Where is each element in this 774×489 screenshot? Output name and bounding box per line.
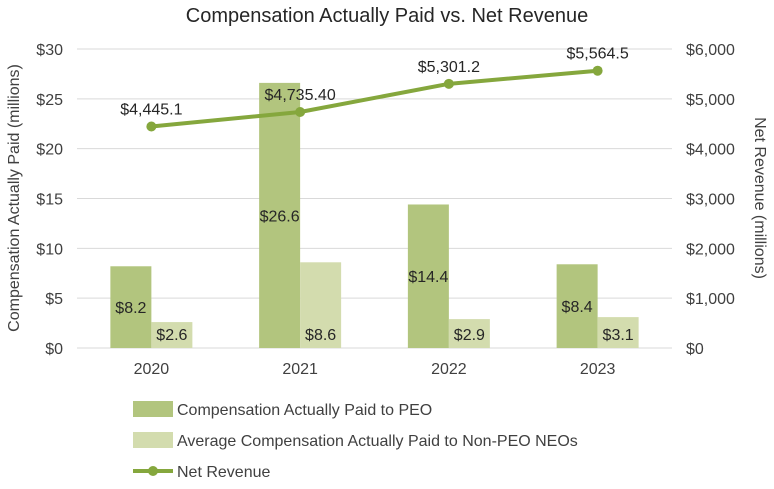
- bar: [597, 317, 639, 348]
- y-right-tick-label: $3,000: [686, 192, 735, 209]
- line-data-label: $4,445.1: [120, 101, 182, 118]
- bar: [151, 322, 193, 348]
- legend-marker: [148, 466, 158, 476]
- bar: [556, 264, 598, 348]
- line-point: [295, 107, 306, 118]
- bar-data-label: $8.2: [115, 300, 146, 317]
- bar-data-label: $14.4: [408, 269, 448, 286]
- bar: [407, 204, 449, 348]
- bar-data-label: $2.9: [454, 327, 485, 344]
- x-tick-label: 2020: [134, 361, 170, 378]
- y-right-tick-label: $5,000: [686, 92, 735, 109]
- line-data-label: $4,735.40: [265, 87, 336, 104]
- bar: [259, 82, 301, 349]
- legend-label: Average Compensation Actually Paid to No…: [177, 433, 578, 450]
- bar: [110, 266, 152, 348]
- data-labels: $8.2 $26.6 $14.4 $8.4 $2.6 $8.6 $2.9 $3.1 $4,445…: [115, 46, 633, 344]
- y-right-tick-label: $0: [686, 341, 704, 358]
- y-right-tick-label: $1,000: [686, 291, 735, 308]
- bar-data-label: $2.6: [156, 327, 187, 344]
- y-left-tick-label: $30: [36, 42, 63, 59]
- bar-data-label: $8.4: [562, 299, 593, 316]
- y-right-tick-label: $4,000: [686, 142, 735, 159]
- x-tick-label: 2021: [282, 361, 318, 378]
- line-point: [443, 78, 454, 89]
- line-path: [151, 68, 598, 129]
- y-right-tick-label: $2,000: [686, 241, 735, 258]
- chart-title: Compensation Actually Paid vs. Net Reven…: [186, 5, 588, 27]
- y-left-tick-label: $0: [45, 341, 63, 358]
- line-point: [146, 121, 157, 132]
- line-data-label: $5,301.2: [418, 59, 480, 76]
- y-left-tick-label: $5: [45, 291, 63, 308]
- net-revenue-line: [146, 65, 603, 132]
- y-left-tick-label: $25: [36, 92, 63, 109]
- bar: [448, 319, 490, 348]
- bar-data-label: $8.6: [305, 327, 336, 344]
- x-tick-label: 2023: [580, 361, 616, 378]
- legend-label: Compensation Actually Paid to PEO: [177, 402, 432, 419]
- y-axis-left-label: Compensation Actually Paid (millions): [6, 64, 23, 332]
- bar-data-label: $3.1: [603, 327, 634, 344]
- bars: [110, 82, 639, 349]
- y-left-tick-label: $15: [36, 192, 63, 209]
- legend-swatch: [133, 401, 173, 417]
- legend-swatch: [133, 432, 173, 448]
- bar: [300, 262, 342, 348]
- bar-data-label: $26.6: [260, 208, 300, 225]
- y-right-tick-label: $6,000: [686, 42, 735, 59]
- y-axis-right-label: Net Revenue (millions): [751, 117, 768, 279]
- y-left-tick-label: $10: [36, 241, 63, 258]
- line-point: [592, 65, 603, 76]
- x-tick-label: 2022: [431, 361, 467, 378]
- y-left-tick-label: $20: [36, 142, 63, 159]
- axis-ticks: $0 $5 $10 $15 $20 $25 $30 $0 $1,000 $2,000 $3,000 $…: [36, 42, 735, 378]
- legend: Compensation Actually Paid to PEO Average…: [133, 401, 578, 481]
- line-data-label: $5,564.5: [566, 46, 628, 63]
- legend-label: Net Revenue: [177, 464, 270, 481]
